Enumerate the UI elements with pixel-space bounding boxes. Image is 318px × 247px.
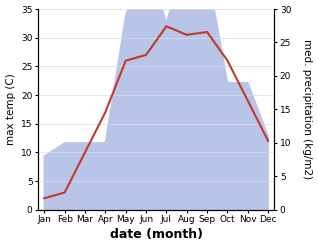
X-axis label: date (month): date (month) [110, 228, 203, 242]
Y-axis label: max temp (C): max temp (C) [5, 74, 16, 145]
Y-axis label: med. precipitation (kg/m2): med. precipitation (kg/m2) [302, 39, 313, 180]
